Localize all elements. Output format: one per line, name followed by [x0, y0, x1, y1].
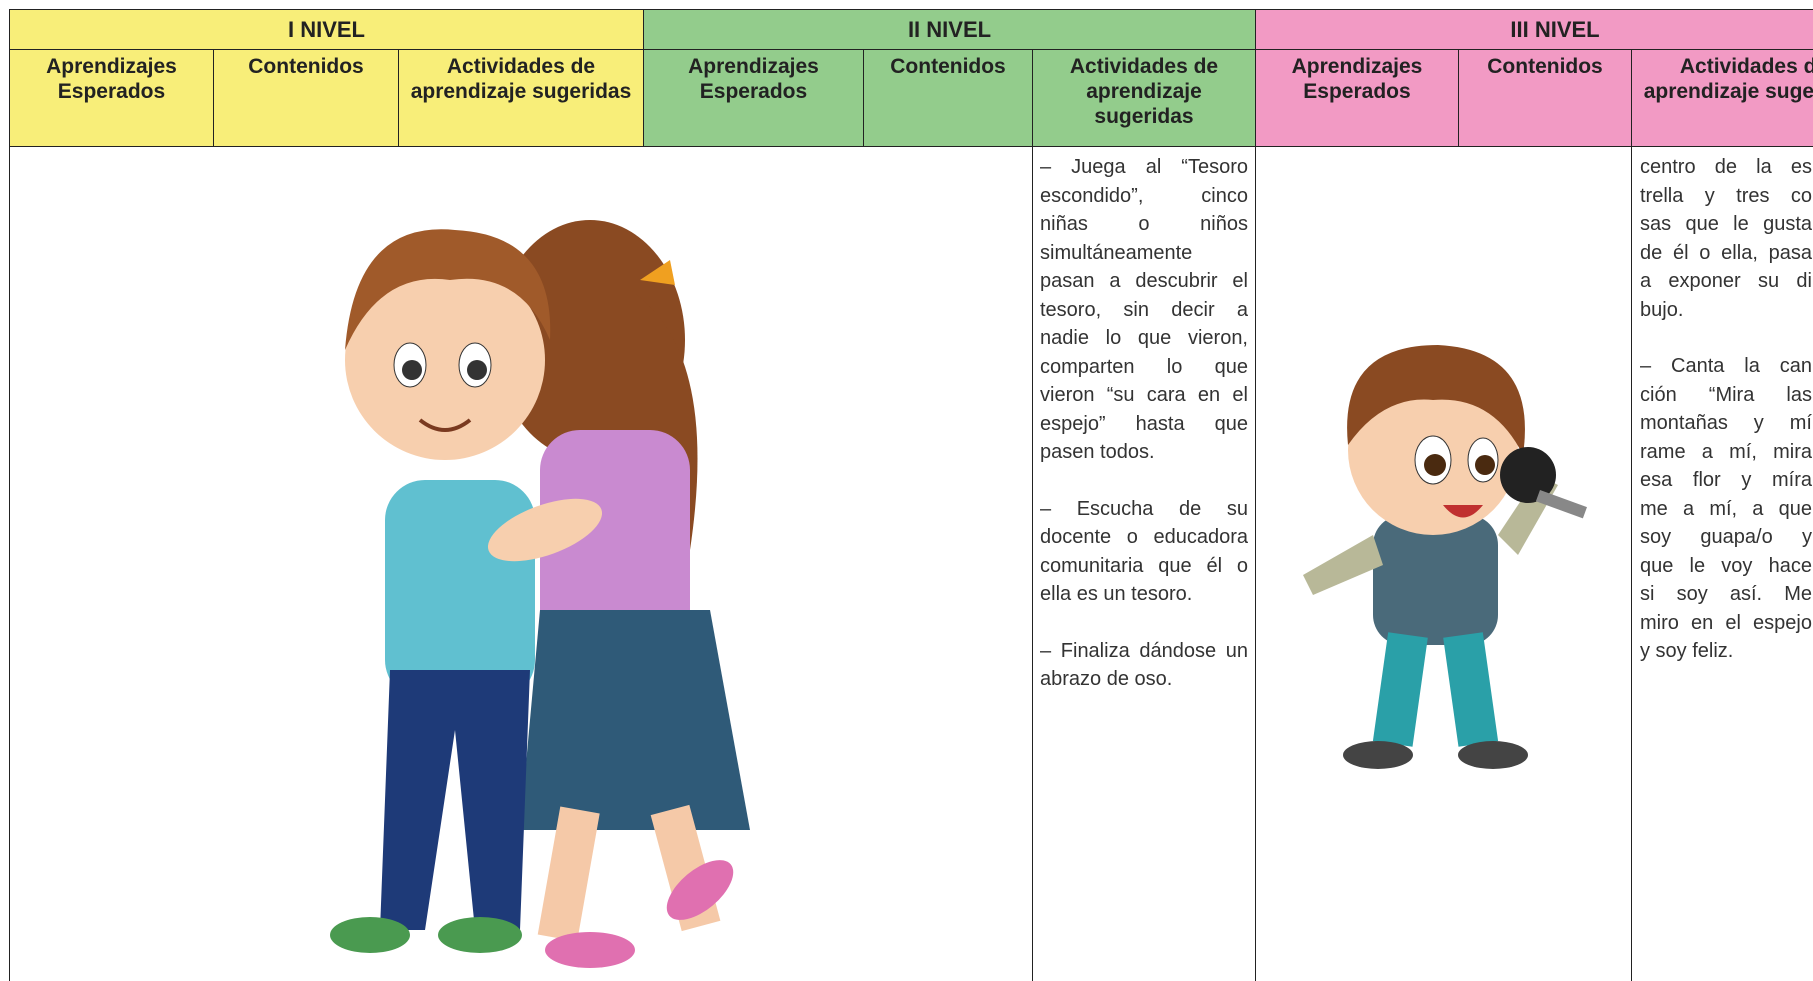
level-header: I NIVEL — [9, 9, 644, 50]
activities-text: centro de la es trella y tres co sas que l… — [1640, 153, 1812, 694]
paragraph: centro de la es trella y tres co sas que l… — [1640, 153, 1812, 324]
illustration-singer — [1303, 345, 1587, 769]
text-line: que le voy hace — [1640, 554, 1812, 577]
column-header: Contenidos — [213, 49, 399, 147]
text-line: miro en el espejo — [1640, 611, 1812, 634]
text-line: rame a mí, mira — [1640, 440, 1812, 463]
column-header: Aprendizajes Esperados — [1255, 49, 1459, 147]
text-line: – Canta la can — [1640, 355, 1812, 377]
text-line: me a mí, a que — [1640, 497, 1812, 520]
text-line: ción “Mira las — [1640, 383, 1812, 406]
level-header: III NIVEL — [1255, 9, 1813, 50]
text-line: de él o ella, pasa — [1640, 241, 1812, 264]
text-line: montañas y mí — [1640, 412, 1812, 434]
column-header: Aprendizajes Esperados — [9, 49, 214, 147]
paragraph: – Canta la can ción “Mira las montañas y m… — [1640, 352, 1812, 666]
body-cell — [1631, 146, 1813, 981]
text-line: – Finaliza dándose un abrazo de oso. — [1040, 639, 1248, 691]
column-header: Aprendizajes Esperados — [643, 49, 864, 147]
column-header: Actividades de aprendizaje sugeridas — [1032, 49, 1256, 147]
illustration-hug — [330, 220, 750, 968]
column-header: Contenidos — [863, 49, 1033, 147]
column-header: Actividades de aprendizaje sugeridas — [1631, 49, 1813, 147]
level-header: II NIVEL — [643, 9, 1256, 50]
text-line: esa flor y míra — [1640, 469, 1812, 491]
text-line: a exponer su di — [1640, 270, 1812, 292]
text-line: trella y tres co — [1640, 184, 1812, 207]
text-line: y soy feliz. — [1640, 640, 1734, 662]
text-line: soy guapa/o y — [1640, 526, 1812, 548]
activities-text: – Juega al “Tesoro escondido”, cinco niñ… — [1040, 153, 1248, 722]
text-line: sas que le gusta — [1640, 213, 1812, 235]
column-header: Contenidos — [1458, 49, 1632, 147]
text-line: si soy así. Me — [1640, 583, 1812, 605]
text-line: – Juega al “Tesoro escondido”, cinco niñ… — [1040, 156, 1248, 463]
column-header: Actividades de aprendizaje sugeridas — [398, 49, 644, 147]
text-line: bujo. — [1640, 298, 1684, 321]
text-line: – Escucha de su docente o educadora comu… — [1040, 497, 1248, 606]
text-line: centro de la es — [1640, 156, 1812, 178]
